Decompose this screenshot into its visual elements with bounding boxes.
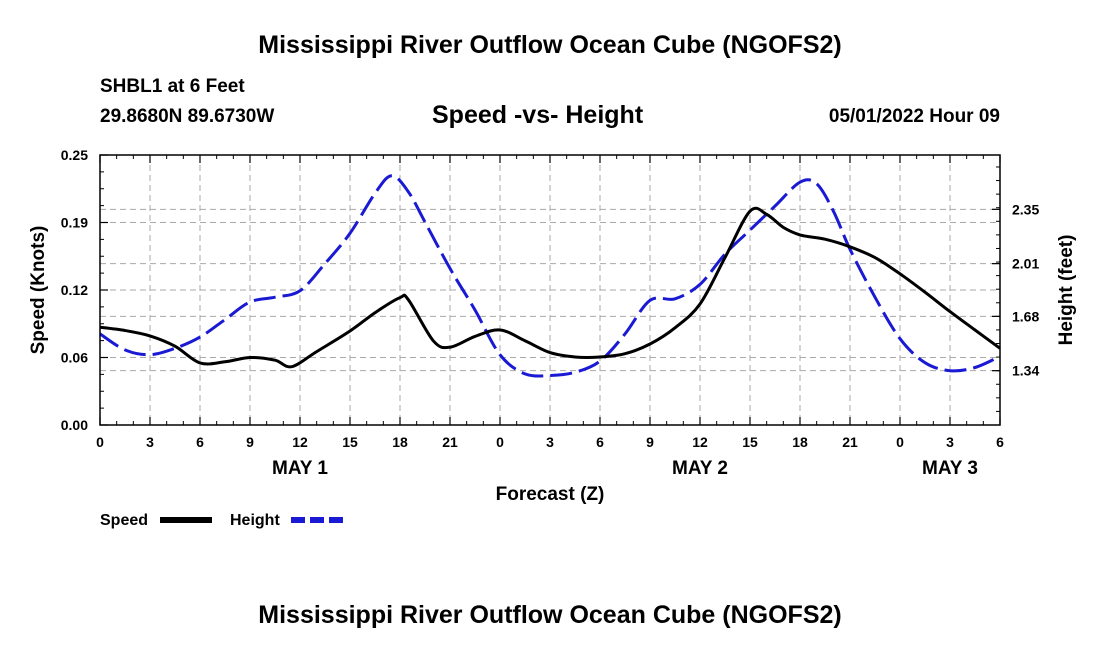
x-tick-label: 18 — [392, 434, 408, 450]
y-left-tick-label: 0.00 — [61, 417, 88, 433]
y-left-tick-label: 0.06 — [61, 350, 88, 366]
y-axis-left-label: Speed (Knots) — [28, 226, 49, 355]
x-tick-label: 9 — [246, 434, 254, 450]
x-tick-label: 12 — [292, 434, 308, 450]
y-right-tick-label: 1.68 — [1012, 308, 1039, 324]
y-left-tick-label: 0.12 — [61, 282, 88, 298]
x-tick-label: 3 — [546, 434, 554, 450]
x-tick-label: 21 — [442, 434, 458, 450]
y-right-tick-label: 1.34 — [1012, 363, 1039, 379]
legend: Speed Height — [100, 512, 343, 529]
y-left-tick-label: 0.19 — [61, 215, 88, 231]
x-tick-label: 18 — [792, 434, 808, 450]
x-tick-label: 6 — [596, 434, 604, 450]
x-tick-label: 12 — [692, 434, 708, 450]
x-tick-label: 0 — [96, 434, 104, 450]
station-coordinates: 29.8680N 89.6730W — [100, 106, 275, 127]
legend-height-label: Height — [230, 512, 280, 529]
height-series-line — [99, 174, 1001, 378]
day-label: MAY 1 — [272, 458, 328, 479]
x-tick-label: 0 — [496, 434, 504, 450]
x-tick-label: 21 — [842, 434, 858, 450]
x-tick-label: 6 — [196, 434, 204, 450]
day-label: MAY 2 — [672, 458, 728, 479]
chart-title: Speed -vs- Height — [432, 101, 644, 129]
x-axis-label: Forecast (Z) — [496, 484, 605, 505]
y-right-tick-label: 2.01 — [1012, 256, 1039, 272]
speed-series-line — [99, 206, 1001, 369]
y-left-tick-label: 0.25 — [61, 147, 88, 163]
x-tick-label: 15 — [342, 434, 358, 450]
x-tick-label: 9 — [646, 434, 654, 450]
x-tick-label: 15 — [742, 434, 758, 450]
station-name: SHBL1 at 6 Feet — [100, 76, 245, 97]
x-tick-label: 3 — [146, 434, 154, 450]
x-tick-label: 0 — [896, 434, 904, 450]
main-title: Mississippi River Outflow Ocean Cube (NG… — [258, 31, 842, 59]
legend-speed-label: Speed — [100, 512, 148, 529]
forecast-datetime: 05/01/2022 Hour 09 — [828, 106, 1000, 127]
x-tick-label: 3 — [946, 434, 954, 450]
footer-title: Mississippi River Outflow Ocean Cube (NG… — [258, 601, 842, 629]
day-label: MAY 3 — [922, 458, 978, 479]
x-tick-label: 6 — [996, 434, 1004, 450]
y-right-tick-label: 2.35 — [1012, 201, 1039, 217]
y-axis-right-label: Height (feet) — [1056, 235, 1077, 346]
